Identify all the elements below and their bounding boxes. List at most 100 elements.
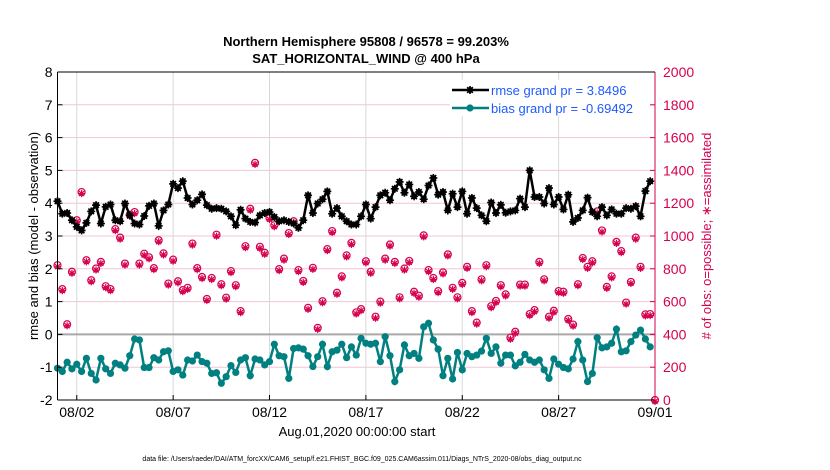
rmse-point-asterisk <box>520 203 529 212</box>
asterisk-stroke <box>420 233 427 240</box>
bias-point <box>92 376 100 384</box>
asterisk-stroke <box>382 257 389 264</box>
rmse-point-asterisk <box>491 209 500 218</box>
legend-bias-marker <box>466 104 474 112</box>
asterisk-stroke <box>540 200 548 207</box>
obs-assimilated-point <box>506 335 515 343</box>
asterisk-stroke <box>242 244 249 251</box>
x-tick-label: 08/02 <box>59 404 94 420</box>
rmse-point-asterisk <box>549 200 558 209</box>
bias-point <box>458 366 466 374</box>
asterisk-stroke <box>261 251 268 258</box>
bias-point <box>579 356 587 364</box>
rmse-point-asterisk <box>318 195 327 204</box>
obs-assimilated-point <box>608 274 616 282</box>
obs-assimilated-point <box>636 264 645 272</box>
obs-assimilated-point <box>352 310 360 318</box>
asterisk-stroke <box>227 212 235 220</box>
asterisk-stroke <box>646 177 654 185</box>
asterisk-stroke <box>637 265 644 272</box>
bias-point <box>357 334 365 342</box>
asterisk-stroke <box>516 195 524 203</box>
rmse-point-asterisk <box>357 212 366 221</box>
obs-assimilated-point <box>612 239 621 248</box>
obs-assimilated-point <box>237 309 245 317</box>
rmse-point-asterisk <box>154 221 163 230</box>
asterisk-stroke <box>463 210 471 218</box>
asterisk-stroke <box>531 308 538 315</box>
asterisk-stroke <box>454 203 461 211</box>
asterisk-stroke <box>160 207 167 214</box>
rmse-point-asterisk <box>424 181 433 190</box>
obs-assimilated-point <box>410 289 418 297</box>
rmse-point-asterisk <box>323 187 332 196</box>
bias-point <box>299 345 307 353</box>
obs-assimilated-point <box>203 296 211 305</box>
obs-assimilated-point <box>338 274 346 282</box>
asterisk-stroke <box>521 283 528 290</box>
asterisk-stroke <box>179 177 187 185</box>
rmse-point-asterisk <box>82 218 91 227</box>
bias-point <box>516 358 524 366</box>
footer-data-file: data file: /Users/raeder/DAI/ATM_forcXX/… <box>142 456 582 463</box>
asterisk-stroke <box>309 209 317 217</box>
obs-assimilated-point <box>487 304 495 312</box>
rmse-point-asterisk <box>496 200 505 209</box>
bias-point <box>106 369 115 378</box>
rmse-point-asterisk <box>559 205 568 214</box>
asterisk-stroke <box>411 290 418 297</box>
rmse-point-asterisk <box>540 199 549 208</box>
asterisk-stroke <box>140 212 148 220</box>
rmse-point-asterisk <box>226 212 235 221</box>
obs-assimilated-point <box>449 285 457 293</box>
bias-point <box>323 362 331 371</box>
asterisk-stroke <box>598 203 606 211</box>
obs-assimilated-point <box>275 267 283 275</box>
rmse-point-asterisk <box>400 188 409 197</box>
rmse-point-asterisk <box>352 220 361 229</box>
x-tick-label: 08/17 <box>348 404 383 420</box>
obs-assimilated-point <box>304 305 312 313</box>
asterisk-stroke <box>333 204 341 212</box>
bias-point <box>612 325 621 333</box>
asterisk-stroke <box>623 301 630 308</box>
y-tick-label-left: -1 <box>40 359 53 375</box>
bias-point <box>270 340 278 348</box>
rmse-point-asterisk <box>92 201 101 210</box>
asterisk-stroke <box>338 274 345 281</box>
asterisk-stroke <box>305 306 312 313</box>
asterisk-stroke <box>63 209 71 217</box>
bias-point <box>646 343 654 351</box>
bias-point <box>318 340 327 348</box>
asterisk-stroke <box>121 262 128 269</box>
obs-assimilated-point <box>386 242 394 250</box>
asterisk-stroke <box>97 260 104 267</box>
asterisk-stroke <box>372 315 379 322</box>
asterisk-stroke <box>377 300 384 307</box>
y-axis-label-left: rmse and bias (model - observation) <box>26 132 41 340</box>
bias-point <box>87 369 95 378</box>
asterisk-stroke <box>362 259 369 266</box>
asterisk-stroke <box>642 312 649 319</box>
rmse-point-asterisk <box>636 212 645 221</box>
obs-assimilated-point <box>434 289 442 297</box>
rmse-point-asterisk <box>419 195 428 204</box>
obs-assimilated-point <box>526 311 534 320</box>
y-tick-label-right: 1200 <box>663 195 694 211</box>
asterisk-stroke <box>136 262 143 269</box>
obs-assimilated-point <box>429 275 437 284</box>
obs-assimilated-point <box>294 268 303 276</box>
asterisk-stroke <box>299 216 307 224</box>
bias-point <box>434 345 442 353</box>
obs-assimilated-point <box>212 232 221 240</box>
asterisk-stroke <box>121 200 129 207</box>
asterisk-stroke <box>608 206 616 213</box>
rmse-point-asterisk <box>554 192 563 201</box>
asterisk-stroke <box>593 212 601 220</box>
bias-point <box>174 366 182 374</box>
obs-assimilated-point <box>511 329 519 337</box>
rmse-point-asterisk <box>371 203 380 212</box>
bias-point <box>550 355 558 363</box>
obs-assimilated-point <box>140 251 148 259</box>
